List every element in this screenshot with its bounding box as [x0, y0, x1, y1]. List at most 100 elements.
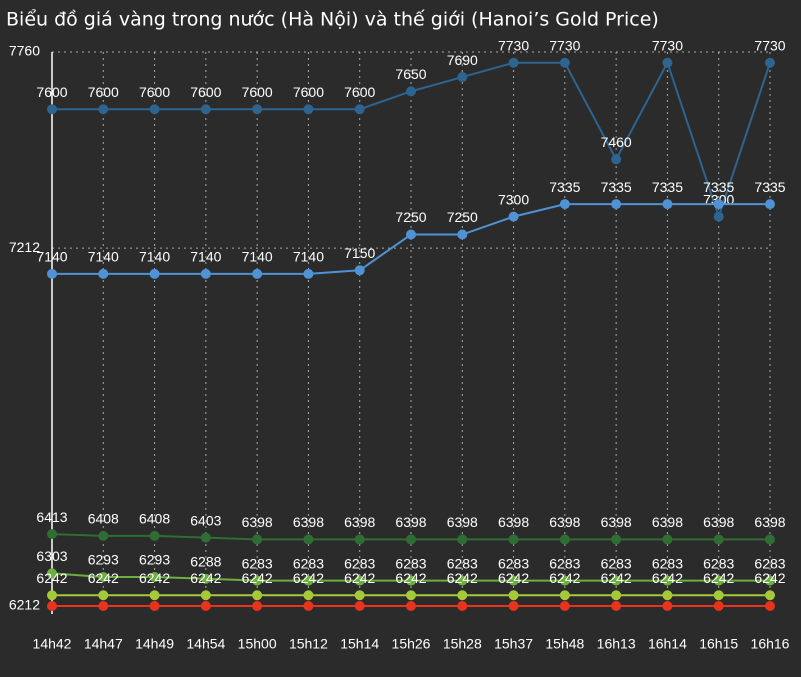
data-point [354, 575, 365, 586]
data-label: 6413 [36, 509, 67, 525]
data-label: 6283 [703, 555, 734, 571]
data-label: 7335 [754, 179, 785, 195]
data-label: 6408 [139, 511, 170, 527]
data-point [611, 601, 622, 611]
data-point [354, 104, 365, 115]
x-tick-label: 16h13 [597, 636, 636, 652]
data-point [457, 72, 468, 83]
data-point [303, 601, 314, 611]
data-label: 6398 [447, 514, 478, 530]
x-tick-label: 15h48 [545, 636, 584, 652]
data-point [149, 590, 160, 601]
data-label: 6283 [447, 555, 478, 571]
data-point [559, 57, 570, 68]
data-point [303, 104, 314, 115]
data-point [47, 529, 57, 540]
data-label: 6242 [652, 570, 683, 586]
data-label: 6398 [549, 514, 580, 530]
data-label: 7140 [242, 249, 273, 265]
x-tick-label: 14h47 [84, 636, 123, 652]
data-label: 7600 [88, 84, 119, 100]
data-label: 7140 [190, 249, 221, 265]
data-label: 6242 [344, 570, 375, 586]
data-point [47, 104, 57, 115]
data-point [508, 601, 519, 611]
data-point [406, 86, 416, 97]
data-point [713, 590, 724, 601]
data-point [406, 590, 416, 601]
data-label: 6242 [190, 570, 221, 586]
data-label: 6293 [88, 552, 119, 568]
data-label: 6242 [293, 570, 324, 586]
data-label: 7600 [344, 84, 375, 100]
data-point [662, 199, 673, 210]
data-point [149, 104, 160, 115]
x-tick-label: 15h00 [238, 636, 277, 652]
data-label: 6283 [754, 555, 785, 571]
data-point [354, 534, 365, 545]
data-label: 6242 [139, 570, 170, 586]
data-point [200, 601, 211, 611]
data-point [713, 199, 724, 210]
x-tick-label: 14h49 [135, 636, 174, 652]
data-label: 6398 [344, 514, 375, 530]
data-label: 6398 [652, 514, 683, 530]
data-point [611, 575, 622, 586]
data-label: 6398 [242, 514, 273, 530]
data-label: 6283 [293, 555, 324, 571]
data-label: 6398 [601, 514, 632, 530]
data-point [457, 601, 468, 611]
data-point [765, 601, 775, 611]
data-label: 7150 [344, 245, 375, 261]
data-point [98, 268, 109, 279]
data-point [200, 268, 211, 279]
data-point [252, 534, 263, 545]
x-tick-label: 14h54 [186, 636, 225, 652]
data-point [98, 572, 109, 583]
y-tick-label: 6212 [9, 597, 40, 613]
data-point [765, 57, 775, 68]
data-point [354, 590, 365, 601]
data-label: 7460 [601, 134, 632, 150]
y-tick-label: 7212 [9, 239, 40, 255]
data-label: 7600 [293, 84, 324, 100]
data-point [508, 211, 519, 222]
data-point [662, 590, 673, 601]
data-label: 7300 [498, 191, 529, 207]
x-tick-label: 16h15 [699, 636, 738, 652]
data-point [149, 572, 160, 583]
data-label: 6283 [652, 555, 683, 571]
data-label: 7730 [549, 37, 580, 53]
data-label: 6242 [498, 570, 529, 586]
data-label: 6288 [190, 554, 221, 570]
data-point [713, 534, 724, 545]
data-point [149, 601, 160, 611]
data-label: 7600 [190, 84, 221, 100]
data-label: 6283 [601, 555, 632, 571]
data-point [252, 268, 263, 279]
x-tick-label: 14h42 [33, 636, 72, 652]
data-point [457, 575, 468, 586]
data-point [200, 573, 211, 584]
data-label: 7335 [703, 179, 734, 195]
data-point [559, 590, 570, 601]
data-label: 6293 [139, 552, 170, 568]
y-tick-label: 7760 [9, 43, 40, 59]
data-point [252, 601, 263, 611]
data-point [406, 534, 416, 545]
x-tick-label: 15h37 [494, 636, 533, 652]
data-point [713, 211, 724, 222]
data-point [611, 534, 622, 545]
data-point [765, 199, 775, 210]
data-label: 6283 [395, 555, 426, 571]
data-point [662, 534, 673, 545]
data-point [47, 601, 57, 611]
data-point [47, 590, 57, 601]
data-label: 6398 [498, 514, 529, 530]
data-label: 7650 [395, 66, 426, 82]
data-label: 6283 [549, 555, 580, 571]
data-label: 6242 [549, 570, 580, 586]
data-point [200, 104, 211, 115]
x-tick-label: 16h14 [648, 636, 687, 652]
